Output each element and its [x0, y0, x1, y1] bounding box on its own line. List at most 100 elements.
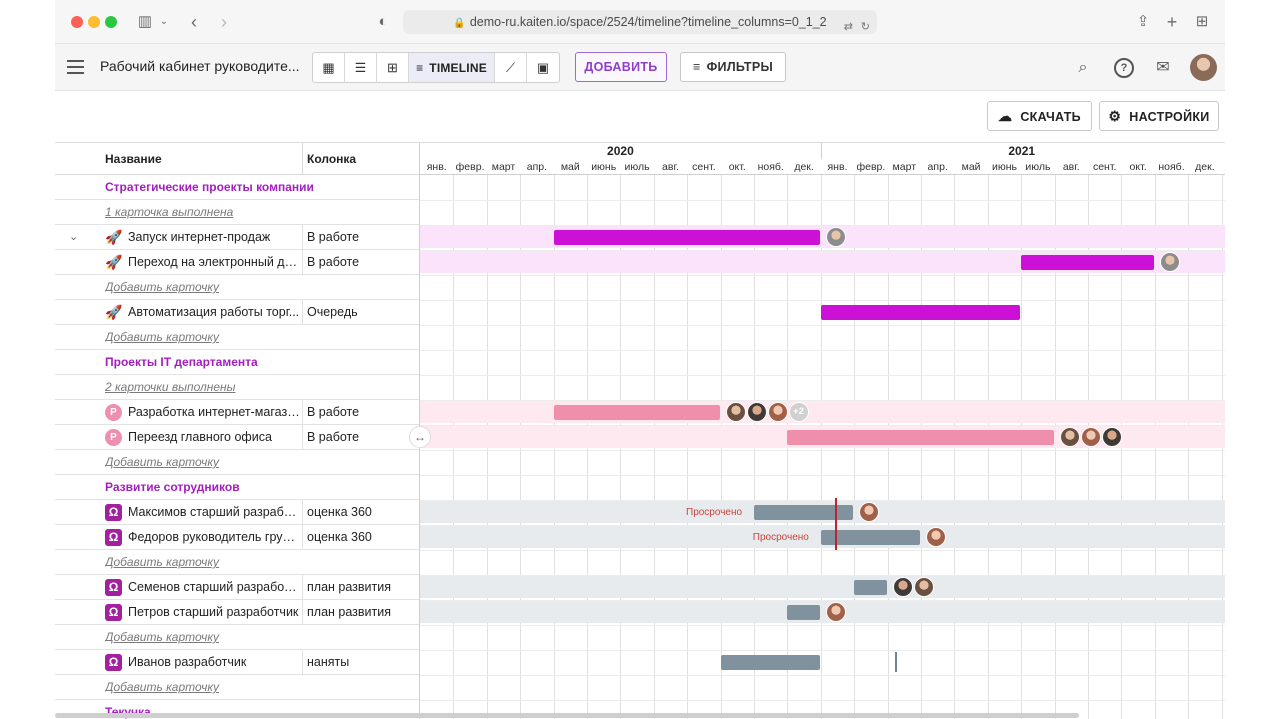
add-card-text[interactable]: Добавить карточку [105, 680, 220, 694]
sidebar-toggle-icon[interactable]: ▥ [137, 13, 153, 30]
board-view-icon[interactable]: ▦ [313, 53, 345, 82]
table-view-icon[interactable]: ⊞ [377, 53, 409, 82]
translate-icon[interactable]: ⇄ [843, 21, 853, 33]
card-row[interactable]: Ω Семенов старший разработч... план развит… [55, 575, 419, 600]
card-title[interactable]: Запуск интернет-продаж [128, 230, 271, 244]
timeline-bar[interactable] [787, 430, 1054, 445]
add-card-link[interactable]: Добавить карточку [55, 625, 419, 650]
minimize-window-button[interactable] [88, 16, 100, 28]
assignee-avatar[interactable] [767, 402, 788, 422]
space-title[interactable]: Рабочий кабинет руководите... [100, 58, 300, 74]
card-row[interactable]: 🚀 Автоматизация работы торг... Очередь [55, 300, 419, 325]
card-row[interactable]: 🚀 Запуск интернет-продаж В работе ⌄ [55, 225, 419, 250]
reload-icon[interactable]: ↻ [860, 21, 870, 33]
add-card-text[interactable]: Добавить карточку [105, 555, 220, 569]
timeline-bar[interactable] [553, 230, 820, 245]
done-cards-text[interactable]: 2 карточки выполнены [105, 380, 236, 394]
card-title[interactable]: Разработка интернет-магази... [128, 405, 300, 419]
timeline-view-button[interactable]: ≡ TIMELINE [409, 53, 495, 82]
add-card-link[interactable]: Добавить карточку [55, 275, 419, 300]
assignee-avatar[interactable] [825, 602, 846, 622]
add-card-link[interactable]: Добавить карточку [55, 675, 419, 700]
shield-icon[interactable]: ◐ [378, 13, 388, 30]
browser-window: ▥ ⌄ ‹ › ◐ 🔒 demo-ru.kaiten.io/space/2524/… [55, 0, 1225, 719]
done-cards-link[interactable]: 1 карточка выполнена [55, 200, 419, 225]
help-icon[interactable]: ? [1114, 58, 1134, 78]
share-icon[interactable]: ⇪ [1136, 13, 1150, 30]
timeline-bar[interactable] [820, 305, 1021, 320]
month-label: авг. [1062, 161, 1080, 173]
assignee-avatar[interactable] [1059, 427, 1080, 447]
card-title[interactable]: Петров старший разработчик [128, 605, 299, 619]
card-title[interactable]: Иванов разработчик [128, 655, 247, 669]
settings-button[interactable]: ⚙ НАСТРОЙКИ [1099, 101, 1219, 131]
timeline-bar[interactable] [754, 505, 854, 520]
column-header-column[interactable]: Колонка [302, 143, 419, 175]
new-tab-icon[interactable]: + [1166, 12, 1178, 32]
list-view-icon[interactable]: ☰ [345, 53, 377, 82]
mail-icon[interactable]: ✉ [1156, 59, 1170, 76]
card-row[interactable]: P Разработка интернет-магази... В работе [55, 400, 419, 425]
done-cards-text[interactable]: 1 карточка выполнена [105, 205, 234, 219]
back-icon[interactable]: ‹ [191, 12, 197, 32]
timeline-bar[interactable] [720, 655, 820, 670]
card-title[interactable]: Автоматизация работы торг... [128, 305, 300, 319]
assignee-avatar[interactable] [892, 577, 913, 597]
reports-view-icon[interactable]: ⟋ [495, 53, 527, 82]
card-title[interactable]: Федоров руководитель групп... [128, 530, 300, 544]
assignee-avatar[interactable] [913, 577, 934, 597]
add-card-text[interactable]: Добавить карточку [105, 455, 220, 469]
done-cards-link[interactable]: 2 карточки выполнены [55, 375, 419, 400]
archive-view-icon[interactable]: ▣ [536, 59, 550, 75]
assignee-avatar[interactable] [859, 502, 880, 522]
card-row[interactable]: P Переезд главного офиса В работе [55, 425, 419, 450]
assignee-avatar[interactable] [1080, 427, 1101, 447]
card-row[interactable]: Ω Петров старший разработчик план развития [55, 600, 419, 625]
add-card-text[interactable]: Добавить карточку [105, 280, 220, 294]
filters-button[interactable]: ≡ ФИЛЬТРЫ [680, 52, 786, 82]
add-card-link[interactable]: Добавить карточку [55, 325, 419, 350]
row-gridline [420, 600, 1225, 601]
card-title[interactable]: Максимов старший разработ... [128, 505, 300, 519]
download-button[interactable]: ☁ СКАЧАТЬ [987, 101, 1092, 131]
close-window-button[interactable] [71, 16, 83, 28]
horizontal-scrollbar[interactable] [55, 713, 1079, 718]
card-title[interactable]: Переезд главного офиса [128, 430, 272, 444]
assignee-avatar[interactable] [825, 227, 846, 247]
timeline-bar[interactable] [854, 580, 887, 595]
add-button[interactable]: ДОБАВИТЬ [575, 52, 667, 82]
user-avatar[interactable] [1190, 54, 1217, 81]
address-bar[interactable]: 🔒 demo-ru.kaiten.io/space/2524/timeline?t… [403, 10, 877, 34]
add-card-link[interactable]: Добавить карточку [55, 550, 419, 575]
timeline-bar[interactable] [820, 530, 920, 545]
card-row[interactable]: Ω Иванов разработчик наняты [55, 650, 419, 675]
assignee-avatar[interactable] [1101, 427, 1122, 447]
card-title[interactable]: Семенов старший разработч... [128, 580, 300, 594]
column-header-name[interactable]: Название [55, 143, 302, 175]
tab-overview-icon[interactable]: ⊞ [1195, 13, 1209, 30]
card-title[interactable]: Переход на электронный до... [128, 255, 300, 269]
add-card-link[interactable]: Добавить карточку [55, 450, 419, 475]
timeline-grid: Название Колонка Стратегические проекты … [55, 143, 1225, 719]
zoom-window-button[interactable] [105, 16, 117, 28]
assignee-avatar[interactable] [725, 402, 746, 422]
timeline-bar[interactable] [787, 605, 820, 620]
assignee-avatar[interactable] [1159, 252, 1180, 272]
card-row[interactable]: Ω Максимов старший разработ... оценка 360 [55, 500, 419, 525]
resize-handle-icon[interactable]: ↔ [409, 426, 431, 448]
chevron-down-icon[interactable]: ⌄ [159, 16, 169, 27]
card-column: план развития [302, 575, 419, 599]
card-row[interactable]: 🚀 Переход на электронный до... В работе [55, 250, 419, 275]
timeline-bar[interactable] [1021, 255, 1154, 270]
forward-icon[interactable]: › [221, 12, 227, 32]
more-assignees-badge[interactable]: +2 [788, 402, 809, 422]
assignee-avatar[interactable] [746, 402, 767, 422]
add-card-text[interactable]: Добавить карточку [105, 630, 220, 644]
search-icon[interactable]: ⌕ [1078, 59, 1088, 76]
menu-icon[interactable] [67, 60, 84, 74]
timeline-bar[interactable] [553, 405, 720, 420]
chevron-down-icon[interactable]: ⌄ [69, 231, 79, 243]
card-row[interactable]: Ω Федоров руководитель групп... оценка 360 [55, 525, 419, 550]
assignee-avatar[interactable] [926, 527, 946, 547]
add-card-text[interactable]: Добавить карточку [105, 330, 220, 344]
